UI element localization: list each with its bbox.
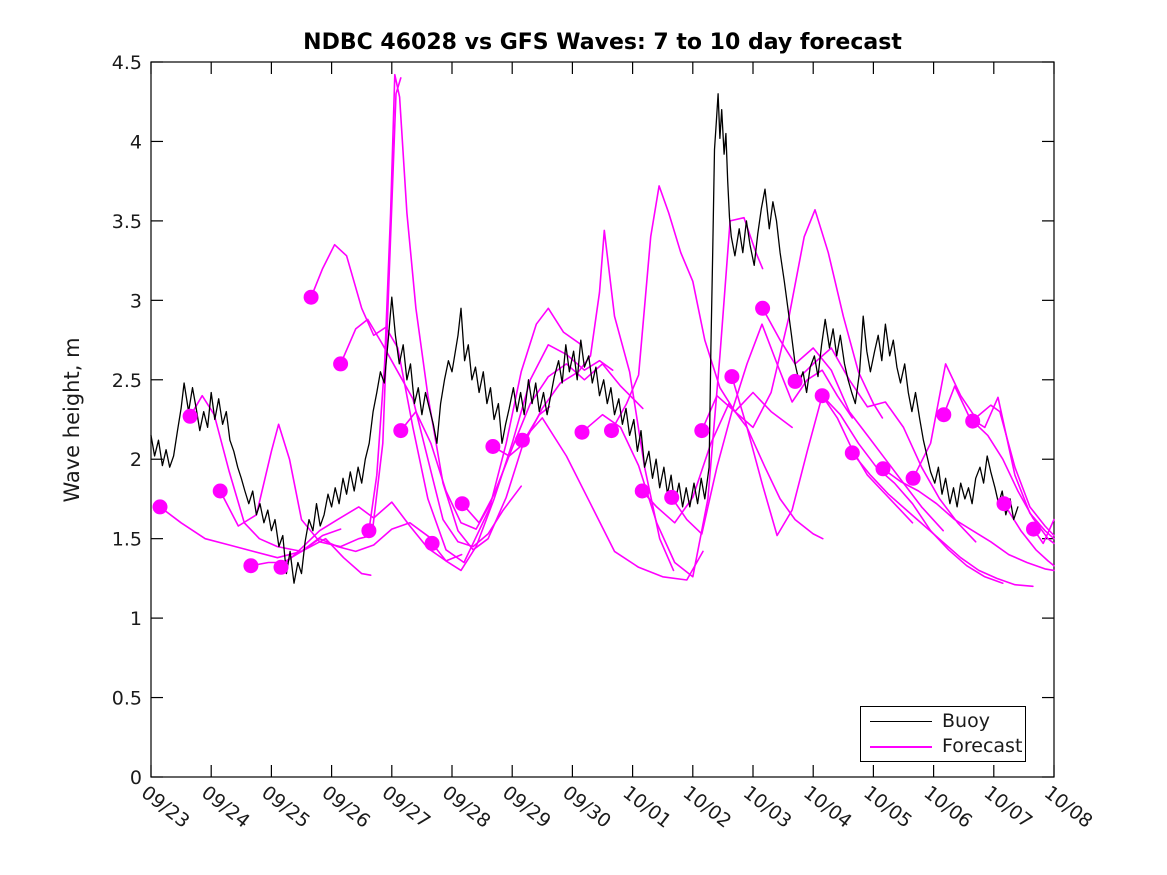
x-tick-label: 10/08	[1040, 782, 1097, 833]
x-tick-label: 09/26	[318, 782, 375, 833]
forecast-start-marker	[694, 423, 710, 439]
forecast-segment	[851, 452, 1034, 588]
forecast-segment	[912, 363, 1055, 537]
forecast-start-marker	[965, 413, 981, 429]
x-tick-label: 09/27	[378, 782, 435, 833]
forecast-start-marker	[152, 499, 168, 515]
forecast-start-marker	[303, 289, 319, 305]
forecast-segment	[794, 347, 977, 543]
forecast-start-marker	[664, 489, 680, 505]
forecast-start-marker	[814, 388, 830, 404]
legend-box: Buoy Forecast	[860, 706, 1026, 762]
forecast-start-marker	[333, 356, 349, 372]
y-tick-label: 1.5	[112, 529, 142, 551]
forecast-start-marker	[634, 483, 650, 499]
forecast-start-marker	[1026, 521, 1041, 537]
forecast-segment	[521, 417, 704, 581]
forecast-start-marker	[454, 496, 470, 512]
x-tick-label: 10/03	[739, 782, 796, 833]
forecast-segment	[310, 243, 493, 564]
legend-label-buoy: Buoy	[942, 710, 990, 732]
forecast-start-marker	[905, 470, 921, 486]
forecast-line-swatch	[870, 745, 932, 748]
forecast-start-marker	[182, 408, 198, 424]
forecast-segment	[189, 394, 372, 577]
x-tick-label: 10/06	[920, 782, 977, 833]
x-tick-label: 09/30	[558, 782, 615, 833]
forecast-start-marker	[574, 424, 590, 440]
x-tick-label: 10/02	[679, 782, 736, 833]
x-tick-label: 09/23	[137, 782, 194, 833]
forecast-start-marker	[393, 423, 409, 439]
forecast-segment	[461, 363, 644, 524]
y-tick-label: 0	[130, 767, 142, 789]
legend-entry-forecast: Forecast	[870, 737, 1025, 756]
forecast-segment	[700, 209, 884, 432]
forecast-start-marker	[485, 439, 501, 454]
chart-title: NDBC 46028 vs GFS Waves: 7 to 10 day for…	[303, 30, 902, 55]
x-tick-label: 10/05	[859, 782, 916, 833]
forecast-segment	[399, 307, 583, 530]
forecast-segment	[971, 420, 1055, 545]
y-tick-label: 2.5	[112, 370, 142, 392]
forecast-start-marker	[212, 483, 228, 499]
x-tick-label: 10/01	[619, 782, 676, 833]
forecast-segment	[159, 506, 342, 559]
y-tick-label: 2	[130, 449, 142, 471]
forecast-start-marker	[936, 407, 952, 423]
forecast-start-marker	[755, 300, 771, 316]
forecast-segment	[670, 323, 854, 535]
axes-box	[150, 61, 1055, 778]
forecast-segment	[641, 402, 824, 540]
y-tick-label: 4.5	[112, 52, 142, 74]
forecast-start-marker	[787, 373, 803, 389]
x-tick-label: 09/25	[257, 782, 314, 833]
forecast-segment	[431, 343, 614, 572]
forecast-start-marker	[875, 461, 891, 477]
legend-label-forecast: Forecast	[942, 735, 1023, 757]
y-tick-label: 1	[130, 608, 142, 630]
forecast-segment	[821, 394, 1004, 585]
forecast-segment	[942, 385, 1055, 540]
forecast-start-marker	[243, 558, 259, 574]
forecast-segment	[882, 467, 1055, 572]
forecast-start-marker	[996, 496, 1012, 512]
x-tick-label: 09/24	[197, 782, 254, 833]
buoy-line	[150, 93, 1019, 584]
forecast-segment	[581, 216, 764, 578]
y-tick-label: 3	[130, 290, 142, 312]
forecast-segment	[1003, 502, 1055, 567]
forecast-start-marker	[604, 423, 619, 439]
forecast-start-marker	[844, 445, 860, 461]
y-tick-label: 0.5	[112, 688, 142, 710]
forecast-segment	[368, 73, 551, 551]
y-tick-label: 3.5	[112, 211, 142, 233]
legend-entry-buoy: Buoy	[870, 712, 1025, 731]
x-tick-label: 09/28	[438, 782, 495, 833]
forecast-segment	[219, 77, 402, 548]
forecast-segment	[339, 318, 523, 548]
y-tick-label: 4	[130, 131, 142, 153]
forecast-segment	[761, 307, 945, 532]
forecast-start-marker	[424, 535, 440, 551]
forecast-start-marker	[361, 523, 377, 539]
forecast-segment	[280, 501, 463, 569]
buoy-line-swatch	[870, 721, 932, 722]
x-tick-label: 10/04	[799, 782, 856, 833]
forecast-segment	[610, 185, 793, 432]
x-tick-label: 09/29	[498, 782, 555, 833]
x-tick-label: 10/07	[980, 782, 1037, 833]
forecast-start-marker	[273, 559, 289, 575]
forecast-start-marker	[724, 369, 740, 385]
forecast-start-marker	[514, 432, 530, 448]
